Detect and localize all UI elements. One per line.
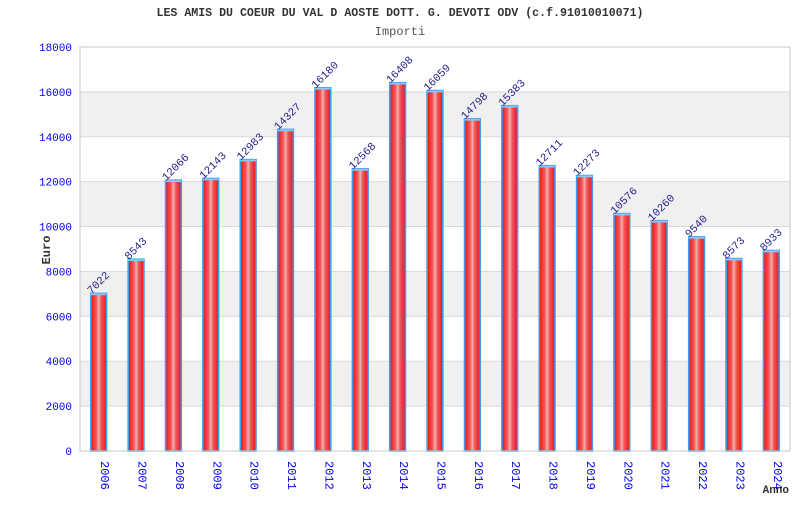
svg-text:2021: 2021 — [658, 461, 672, 490]
svg-text:16059: 16059 — [422, 63, 454, 95]
svg-text:2017: 2017 — [508, 461, 522, 490]
svg-text:8000: 8000 — [46, 267, 72, 279]
svg-text:2000: 2000 — [46, 402, 72, 414]
svg-text:2008: 2008 — [172, 461, 186, 490]
svg-text:Anno: Anno — [763, 485, 790, 497]
svg-text:2011: 2011 — [284, 461, 298, 490]
svg-text:LES AMIS DU COEUR DU VAL D AOS: LES AMIS DU COEUR DU VAL D AOSTE DOTT. G… — [156, 7, 643, 20]
svg-text:2007: 2007 — [135, 461, 149, 490]
svg-text:12000: 12000 — [39, 178, 72, 190]
svg-text:12273: 12273 — [571, 148, 603, 180]
svg-text:18000: 18000 — [39, 43, 72, 55]
svg-text:16180: 16180 — [310, 60, 342, 92]
svg-text:Euro: Euro — [40, 236, 54, 265]
svg-text:2013: 2013 — [359, 461, 373, 490]
svg-text:6000: 6000 — [46, 312, 72, 324]
svg-text:2014: 2014 — [396, 461, 410, 490]
svg-text:2015: 2015 — [434, 461, 448, 490]
svg-text:12066: 12066 — [160, 152, 192, 184]
svg-text:2009: 2009 — [209, 461, 223, 490]
svg-text:16408: 16408 — [385, 55, 417, 87]
svg-text:2010: 2010 — [247, 461, 261, 490]
svg-text:2020: 2020 — [620, 461, 634, 490]
svg-text:2016: 2016 — [471, 461, 485, 490]
svg-text:2006: 2006 — [97, 461, 111, 490]
svg-text:2022: 2022 — [695, 461, 709, 490]
svg-text:0: 0 — [65, 447, 72, 459]
svg-text:2012: 2012 — [321, 461, 335, 490]
svg-text:Importi: Importi — [375, 25, 425, 39]
svg-text:2019: 2019 — [583, 461, 597, 490]
svg-text:2023: 2023 — [732, 461, 746, 490]
svg-text:2018: 2018 — [546, 461, 560, 490]
svg-text:16000: 16000 — [39, 88, 72, 100]
svg-text:12568: 12568 — [347, 141, 379, 173]
svg-text:4000: 4000 — [46, 357, 72, 369]
svg-text:12711: 12711 — [534, 137, 566, 169]
svg-text:10000: 10000 — [39, 223, 72, 235]
svg-text:14000: 14000 — [39, 133, 72, 145]
svg-text:12143: 12143 — [198, 150, 230, 182]
